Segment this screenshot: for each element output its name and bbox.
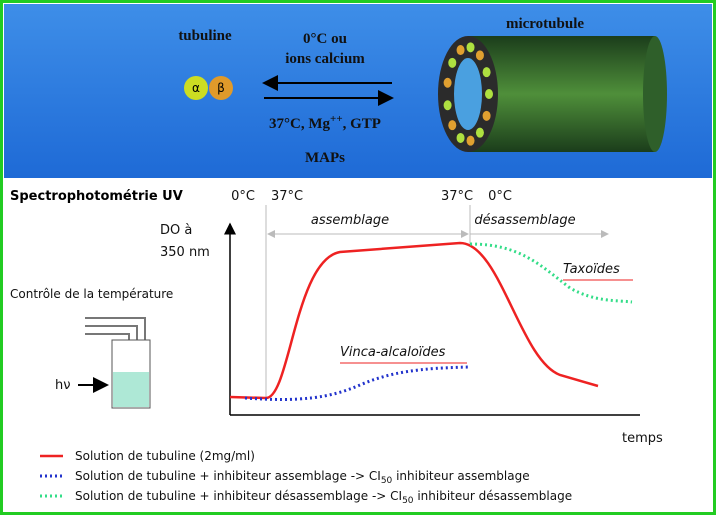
protofilament (467, 136, 475, 146)
protofilament (476, 50, 484, 60)
temperature: 37°C (271, 189, 303, 204)
protofilament (483, 111, 491, 121)
phase-label: assemblage (311, 213, 389, 228)
protofilament (457, 133, 465, 143)
temperature: 0°C (231, 189, 255, 204)
legend-text: Solution de tubuline + inhibiteur assemb… (75, 469, 381, 483)
legend-sub: 50 (381, 476, 393, 486)
protofilament (444, 78, 452, 88)
curve-label: Taxoïdes (563, 262, 620, 277)
microtubule (438, 36, 667, 152)
diagram: tubuline α β 0°C ou ions calcium 37°C, M… (0, 0, 716, 515)
protofilament (483, 67, 491, 77)
light: hν (55, 378, 71, 393)
temperature: 37°C (441, 189, 473, 204)
polymerize: 37°C, Mg++, GTP (269, 113, 381, 132)
alpha: α (192, 81, 200, 95)
protofilament (448, 58, 456, 68)
protofilament (444, 100, 452, 110)
beta: β (217, 81, 225, 95)
microtubule-label: microtubule (506, 16, 584, 32)
depolymerize: 0°C ou (303, 31, 347, 47)
legend-text: Solution de tubuline (2mg/ml) (75, 449, 255, 463)
legend-text: inhibiteur assemblage (392, 469, 529, 483)
protofilament (485, 89, 493, 99)
graph-title: Spectrophotométrie UV (10, 189, 183, 204)
polymerize-sup: ++ (330, 113, 343, 125)
polymerize-text: , GTP (343, 116, 381, 132)
legend-text: Solution de tubuline + inhibiteur désass… (75, 489, 402, 503)
protofilament (448, 120, 456, 130)
protofilament (457, 45, 465, 55)
x-label: temps (622, 431, 663, 446)
legend-text: inhibiteur désassemblage (414, 489, 573, 503)
curve-label: Vinca-alcaloïdes (340, 345, 446, 360)
temperature-control: Contrôle de la température (10, 287, 173, 301)
phase-label: désassemblage (474, 213, 575, 228)
y-label: 350 nm (160, 245, 210, 260)
temperature: 0°C (488, 189, 512, 204)
protofilament (476, 128, 484, 138)
solution (113, 372, 149, 407)
y-label: DO à (160, 223, 192, 238)
tubulin-label: tubuline (178, 28, 232, 44)
maps: MAPs (305, 150, 345, 166)
depolymerize: ions calcium (285, 51, 365, 67)
protofilament (467, 42, 475, 52)
legend-sub: 50 (402, 496, 414, 506)
polymerize-text: 37°C, Mg (269, 116, 330, 132)
